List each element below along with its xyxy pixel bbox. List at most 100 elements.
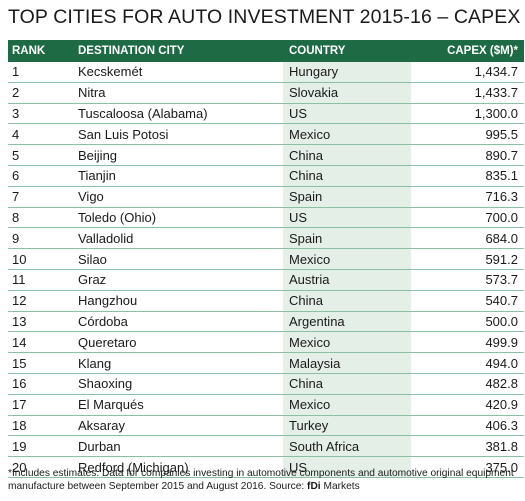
table-row: 4 San Luis Potosi Mexico 995.5 bbox=[8, 123, 524, 146]
city-cell: Shaoxing bbox=[72, 373, 283, 395]
city-cell: Valladolid bbox=[72, 227, 283, 250]
footnote-source-suffix: Markets bbox=[320, 481, 360, 492]
rank-cell: 2 bbox=[8, 82, 72, 104]
city-cell: Tianjin bbox=[72, 165, 283, 187]
country-cell: Mexico bbox=[283, 248, 411, 270]
country-cell: Austria bbox=[283, 269, 411, 291]
country-cell: Spain bbox=[283, 186, 411, 208]
capex-cell: 494.0 bbox=[411, 352, 524, 374]
capex-cell: 406.3 bbox=[411, 415, 524, 437]
rank-cell: 20 bbox=[8, 456, 72, 478]
column-header-capex: CAPEX ($M)* bbox=[411, 40, 524, 62]
table-row: 11 Graz Austria 573.7 bbox=[8, 269, 524, 291]
capex-cell: 890.7 bbox=[411, 144, 524, 166]
rank-cell: 17 bbox=[8, 394, 72, 416]
city-cell: Vigo bbox=[72, 186, 283, 208]
country-cell: US bbox=[283, 207, 411, 229]
footnote-text: *Includes estimates. Data for companies … bbox=[8, 468, 514, 492]
footnote: *Includes estimates. Data for companies … bbox=[8, 467, 520, 493]
table-row: 20 Redford (Michigan) US 375.0 bbox=[8, 456, 524, 478]
table-row: 5 Beijing China 890.7 bbox=[8, 144, 524, 166]
table-row: 10 Silao Mexico 591.2 bbox=[8, 248, 524, 270]
rank-cell: 3 bbox=[8, 103, 72, 125]
country-cell: China bbox=[283, 144, 411, 166]
table-row: 16 Shaoxing China 482.8 bbox=[8, 373, 524, 395]
city-cell: Silao bbox=[72, 248, 283, 270]
rank-cell: 1 bbox=[8, 62, 72, 83]
capex-cell: 1,433.7 bbox=[411, 82, 524, 104]
country-cell: China bbox=[283, 373, 411, 395]
capex-cell: 573.7 bbox=[411, 269, 524, 291]
table-row: 19 Durban South Africa 381.8 bbox=[8, 435, 524, 458]
rank-cell: 13 bbox=[8, 311, 72, 333]
capex-cell: 1,434.7 bbox=[411, 62, 524, 83]
city-cell: Beijing bbox=[72, 144, 283, 166]
table-row: 7 Vigo Spain 716.3 bbox=[8, 186, 524, 208]
country-cell: Slovakia bbox=[283, 82, 411, 104]
chart-title: TOP CITIES FOR AUTO INVESTMENT 2015-16 –… bbox=[8, 6, 521, 28]
rank-cell: 11 bbox=[8, 269, 72, 291]
capex-cell: 835.1 bbox=[411, 165, 524, 187]
city-cell: Queretaro bbox=[72, 331, 283, 354]
table-row: 18 Aksaray Turkey 406.3 bbox=[8, 415, 524, 437]
table-row: 8 Toledo (Ohio) US 700.0 bbox=[8, 207, 524, 229]
capex-cell: 591.2 bbox=[411, 248, 524, 270]
city-cell: El Marqués bbox=[72, 394, 283, 416]
rank-cell: 8 bbox=[8, 207, 72, 229]
country-cell: US bbox=[283, 456, 411, 478]
table-row: 6 Tianjin China 835.1 bbox=[8, 165, 524, 187]
capex-cell: 684.0 bbox=[411, 227, 524, 250]
capex-cell: 700.0 bbox=[411, 207, 524, 229]
city-cell: Hangzhou bbox=[72, 290, 283, 312]
city-cell: Kecskemét bbox=[72, 62, 283, 83]
capex-cell: 540.7 bbox=[411, 290, 524, 312]
country-cell: Spain bbox=[283, 227, 411, 250]
country-cell: Hungary bbox=[283, 62, 411, 83]
capex-cell: 381.8 bbox=[411, 435, 524, 458]
rank-cell: 19 bbox=[8, 435, 72, 458]
country-cell: South Africa bbox=[283, 435, 411, 458]
column-header-rank: RANK bbox=[8, 40, 72, 62]
rank-cell: 18 bbox=[8, 415, 72, 437]
rank-cell: 12 bbox=[8, 290, 72, 312]
table-row: 14 Queretaro Mexico 499.9 bbox=[8, 331, 524, 354]
country-cell: US bbox=[283, 103, 411, 125]
rank-cell: 4 bbox=[8, 123, 72, 146]
table-row: 9 Valladolid Spain 684.0 bbox=[8, 227, 524, 250]
data-table: RANK DESTINATION CITY COUNTRY CAPEX ($M)… bbox=[8, 40, 524, 478]
rank-cell: 5 bbox=[8, 144, 72, 166]
table-row: 17 El Marqués Mexico 420.9 bbox=[8, 394, 524, 416]
capex-cell: 995.5 bbox=[411, 123, 524, 146]
column-header-city: DESTINATION CITY bbox=[72, 40, 283, 62]
country-cell: Mexico bbox=[283, 331, 411, 354]
country-cell: Mexico bbox=[283, 123, 411, 146]
table-row: 13 Córdoba Argentina 500.0 bbox=[8, 311, 524, 333]
capex-cell: 375.0 bbox=[411, 456, 524, 478]
city-cell: Redford (Michigan) bbox=[72, 456, 283, 478]
rank-cell: 6 bbox=[8, 165, 72, 187]
city-cell: Nitra bbox=[72, 82, 283, 104]
header-row: RANK DESTINATION CITY COUNTRY CAPEX ($M)… bbox=[8, 40, 524, 62]
rank-cell: 16 bbox=[8, 373, 72, 395]
city-cell: Aksaray bbox=[72, 415, 283, 437]
table-body: 1 Kecskemét Hungary 1,434.7 2 Nitra Slovakia 1,… bbox=[8, 62, 524, 478]
country-cell: Argentina bbox=[283, 311, 411, 333]
rank-cell: 15 bbox=[8, 352, 72, 374]
rank-cell: 9 bbox=[8, 227, 72, 250]
table-row: 15 Klang Malaysia 494.0 bbox=[8, 352, 524, 374]
rank-cell: 10 bbox=[8, 248, 72, 270]
country-cell: China bbox=[283, 290, 411, 312]
table-row: 2 Nitra Slovakia 1,433.7 bbox=[8, 82, 524, 104]
capex-cell: 1,300.0 bbox=[411, 103, 524, 125]
country-cell: China bbox=[283, 165, 411, 187]
country-cell: Turkey bbox=[283, 415, 411, 437]
rank-cell: 14 bbox=[8, 331, 72, 354]
table-row: 12 Hangzhou China 540.7 bbox=[8, 290, 524, 312]
country-cell: Malaysia bbox=[283, 352, 411, 374]
column-header-country: COUNTRY bbox=[283, 40, 411, 62]
city-cell: Toledo (Ohio) bbox=[72, 207, 283, 229]
capex-cell: 420.9 bbox=[411, 394, 524, 416]
city-cell: San Luis Potosi bbox=[72, 123, 283, 146]
country-cell: Mexico bbox=[283, 394, 411, 416]
